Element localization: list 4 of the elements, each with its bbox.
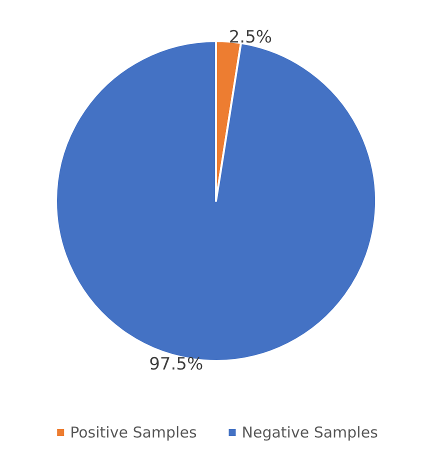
data-label: 2.5% [228, 28, 272, 48]
legend-label: Negative Samples [242, 424, 378, 442]
legend-label: Positive Samples [70, 424, 197, 442]
data-label: 97.5% [149, 354, 204, 374]
